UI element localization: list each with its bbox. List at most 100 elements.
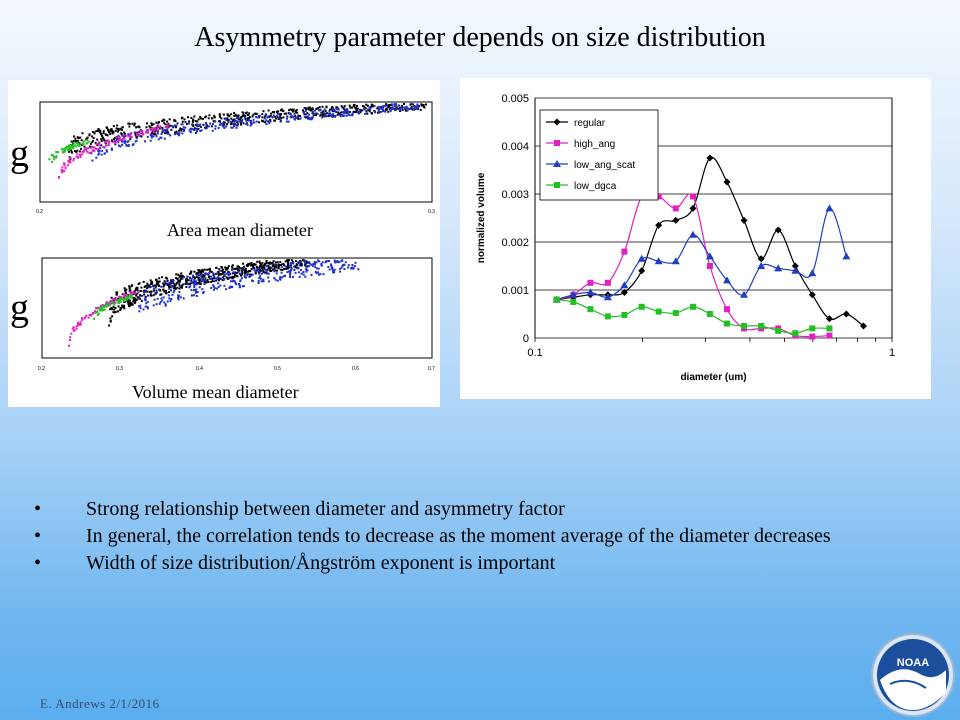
- scatter-point: [162, 282, 165, 285]
- scatter-point: [218, 268, 221, 271]
- scatter-point: [281, 276, 284, 279]
- scatter-point: [146, 122, 148, 125]
- scatter-point: [78, 144, 81, 147]
- scatter-point: [164, 126, 167, 129]
- scatter-point: [217, 126, 220, 129]
- data-point-low_dgca: [809, 325, 816, 332]
- scatter-point: [158, 288, 160, 291]
- scatter-point: [286, 271, 289, 274]
- scatter-point: [162, 288, 165, 291]
- scatter-point: [274, 263, 277, 266]
- scatter-point: [416, 107, 419, 110]
- scatter-point: [328, 260, 331, 263]
- scatter-point: [305, 113, 308, 116]
- scatter-point: [65, 145, 68, 148]
- scatter-point: [351, 264, 354, 266]
- data-point-regular: [808, 291, 816, 299]
- scatter-point: [234, 113, 237, 116]
- scatter-point: [167, 284, 169, 286]
- scatter-point: [228, 272, 231, 275]
- scatter-point: [198, 281, 201, 284]
- scatter-point: [293, 269, 296, 272]
- scatter-point: [254, 112, 257, 115]
- scatter-point: [95, 143, 98, 146]
- scatter-point: [190, 278, 193, 281]
- scatter-point: [237, 115, 240, 118]
- scatter-point: [199, 277, 202, 280]
- scatter-point: [103, 146, 106, 149]
- scatter-point: [124, 289, 127, 292]
- scatter-point: [115, 292, 118, 295]
- scatter-point: [245, 122, 248, 125]
- scatter-point: [245, 269, 247, 272]
- scatter-point: [272, 260, 275, 263]
- scatter-point: [341, 106, 344, 109]
- scatter-point: [60, 171, 63, 174]
- scatter-point: [112, 311, 115, 314]
- scatter-point: [220, 122, 223, 125]
- scatter-point: [144, 295, 147, 298]
- scatter-point: [250, 122, 252, 125]
- data-point-low_ang_scat: [791, 266, 800, 274]
- scatter-point: [311, 265, 314, 268]
- scatter-point: [267, 264, 270, 267]
- scatter-point: [312, 111, 315, 114]
- scatter-point: [352, 267, 355, 270]
- scatter-point: [246, 273, 249, 276]
- scatter-point: [150, 280, 153, 283]
- scatter-point: [312, 263, 315, 265]
- scatter-point: [111, 139, 113, 142]
- scatter-point: [118, 139, 121, 141]
- scatter-point: [75, 142, 78, 145]
- scatter-point: [127, 133, 130, 136]
- scatter-point: [284, 260, 287, 263]
- scatter-point: [117, 298, 120, 301]
- scatter-point: [118, 299, 121, 302]
- scatter-point: [89, 142, 92, 145]
- scatter-point: [100, 304, 103, 307]
- scatter-point: [220, 265, 223, 268]
- scatter-point: [321, 114, 324, 117]
- scatter-point: [85, 314, 88, 317]
- scatter-point: [181, 120, 184, 123]
- scatter-point: [213, 114, 216, 117]
- scatter-point: [125, 144, 128, 147]
- scatter-point: [95, 130, 98, 132]
- scatter-point: [222, 276, 224, 279]
- scatter-point: [267, 267, 270, 269]
- scatter-point: [324, 115, 327, 118]
- scatter-point: [195, 123, 198, 126]
- scatter-point: [240, 274, 243, 277]
- scatter-point: [77, 324, 80, 327]
- scatter-point: [166, 128, 168, 131]
- scatter-point: [340, 266, 343, 269]
- scatter-point: [172, 126, 175, 129]
- scatter-point: [311, 117, 314, 120]
- data-point-regular: [689, 204, 697, 212]
- scatter-point: [149, 293, 152, 296]
- bullet-item: • Strong relationship between diameter a…: [34, 496, 834, 523]
- y-axis-label: normalized volume: [476, 172, 487, 263]
- scatter-point: [211, 278, 214, 281]
- scatter-point: [187, 279, 190, 282]
- scatter-point: [292, 116, 294, 119]
- scatter-point: [145, 287, 148, 290]
- scatter-point: [166, 126, 169, 129]
- scatter-point: [167, 291, 170, 293]
- scatter-point: [273, 270, 276, 273]
- scatter-point: [337, 108, 340, 111]
- scatter-point: [404, 109, 407, 112]
- scatter-point: [107, 142, 110, 145]
- scatter-point: [261, 272, 263, 275]
- scatter-point: [184, 126, 187, 129]
- scatter-point: [265, 269, 268, 272]
- scatter-point: [157, 138, 160, 141]
- scatter-point: [240, 269, 243, 272]
- scatter-point: [191, 128, 194, 131]
- scatter-point: [258, 114, 261, 117]
- scatter-point: [197, 271, 200, 274]
- scatter-point: [155, 291, 158, 294]
- scatter-point: [136, 292, 139, 295]
- scatter-point: [234, 273, 237, 276]
- scatter-point: [98, 152, 100, 155]
